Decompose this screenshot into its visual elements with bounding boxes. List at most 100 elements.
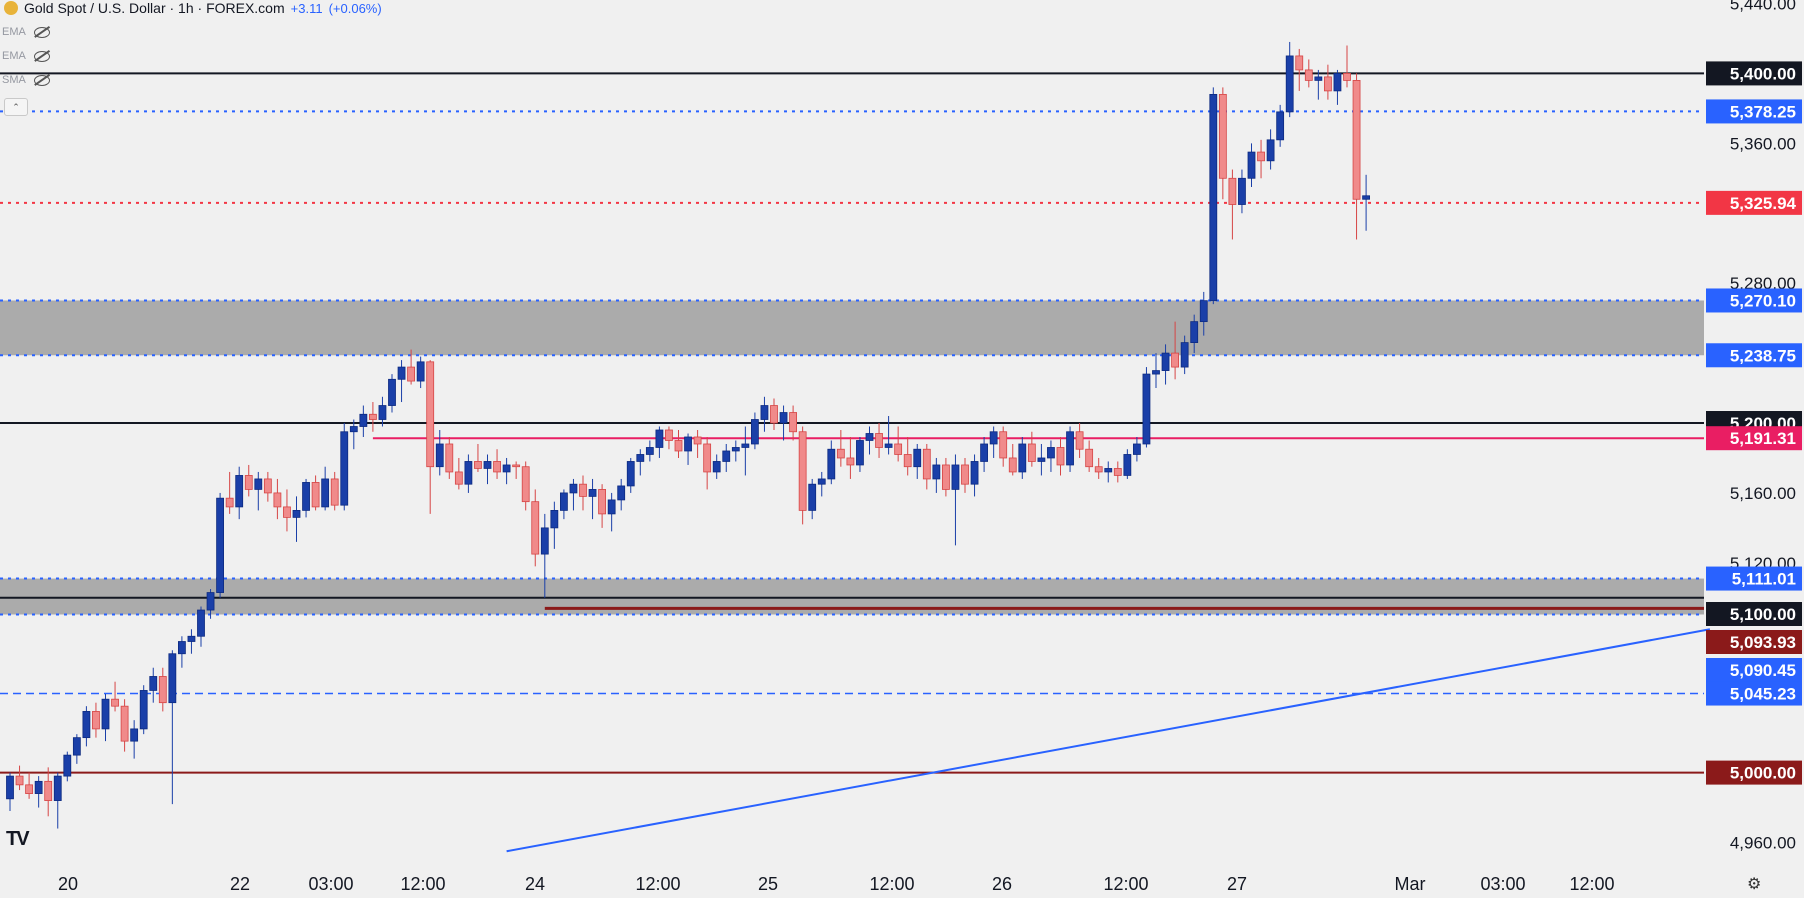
candle — [1352, 80, 1361, 200]
candle — [1075, 431, 1084, 450]
candle — [540, 527, 549, 555]
candle — [846, 457, 855, 466]
candle — [416, 361, 425, 382]
candle — [311, 482, 320, 508]
chevron-up-down-icon[interactable]: ⌃ — [4, 98, 28, 116]
candle — [894, 443, 903, 455]
price-badge-label: 5,100.00 — [1730, 605, 1796, 624]
candle — [1228, 177, 1237, 205]
candle — [798, 431, 807, 511]
candle — [1285, 55, 1294, 113]
candle — [932, 464, 941, 480]
price-badge-bg — [1706, 658, 1802, 682]
candle — [378, 405, 387, 420]
price-badge: 5,100.00 — [1706, 602, 1802, 626]
candle — [120, 705, 129, 742]
candle — [588, 489, 597, 497]
candle — [216, 497, 225, 593]
candle — [703, 443, 712, 473]
candle — [82, 711, 91, 739]
time-tick-label: 12:00 — [1569, 874, 1614, 894]
candle — [856, 440, 864, 466]
price-badge: 5,325.94 — [1706, 190, 1802, 215]
candle — [359, 413, 368, 427]
price-badge-bg — [1706, 190, 1802, 215]
candle — [235, 475, 244, 508]
symbol-title[interactable]: Gold Spot / U.S. Dollar · 1h · FOREX.com — [24, 0, 285, 16]
price-badge: 5,000.00 — [1706, 760, 1802, 785]
candle — [942, 464, 950, 490]
candle — [827, 448, 836, 480]
candle — [1333, 73, 1342, 92]
time-tick-label: 20 — [58, 874, 78, 894]
time-tick-label: 24 — [525, 874, 545, 894]
candle — [149, 676, 158, 691]
candle — [321, 478, 330, 508]
price-badge-bg — [1706, 99, 1802, 124]
candle — [225, 497, 234, 508]
candle — [388, 378, 396, 406]
price-badge-bg — [1706, 426, 1802, 451]
candle — [550, 510, 559, 529]
candle — [1199, 300, 1208, 323]
candle — [875, 433, 883, 448]
candle — [722, 450, 731, 462]
candle — [1180, 342, 1189, 368]
candle — [1056, 447, 1065, 466]
price-badge-label: 5,325.94 — [1730, 194, 1797, 213]
time-tick-label: 12:00 — [1103, 874, 1148, 894]
candle — [741, 443, 750, 448]
indicator-sma[interactable]: SMA — [2, 74, 50, 86]
candle — [273, 492, 282, 508]
price-tick-label: 5,160.00 — [1730, 484, 1796, 503]
eye-off-icon[interactable] — [33, 74, 50, 86]
time-tick-label: 27 — [1227, 874, 1247, 894]
candle — [665, 429, 673, 441]
candle — [655, 429, 664, 448]
trendline-layer — [506, 628, 1711, 853]
price-badge-label: 5,093.93 — [1730, 633, 1796, 652]
candle — [302, 482, 310, 511]
candle — [1066, 431, 1074, 466]
price-badge-label: 5,238.75 — [1730, 346, 1796, 365]
eye-off-icon[interactable] — [33, 50, 50, 62]
price-badge: 5,111.01 — [1706, 566, 1802, 591]
candle — [836, 448, 845, 459]
candle — [454, 471, 463, 485]
gear-icon[interactable]: ⚙ — [1747, 876, 1762, 893]
indicator-label: EMA — [2, 50, 26, 62]
candle — [789, 412, 797, 433]
levels-layer — [0, 72, 1704, 774]
candle — [674, 440, 683, 452]
time-tick-label: 12:00 — [869, 874, 914, 894]
indicator-ema-1[interactable]: EMA — [2, 26, 50, 38]
candle — [636, 454, 645, 462]
candle — [760, 405, 769, 420]
candle — [980, 443, 988, 462]
time-tick-label: 12:00 — [400, 874, 445, 894]
candle — [6, 775, 14, 800]
candle — [435, 443, 444, 468]
candle — [961, 464, 969, 485]
price-badge: 5,045.23 — [1706, 681, 1802, 706]
time-tick-label: 03:00 — [1480, 874, 1525, 894]
time-tick-label: 12:00 — [635, 874, 680, 894]
eye-off-icon[interactable] — [33, 26, 50, 38]
candle — [483, 461, 492, 469]
candle — [607, 499, 616, 515]
candle — [1247, 151, 1256, 179]
candle — [1209, 93, 1218, 302]
candle — [617, 485, 626, 501]
candle — [1238, 177, 1246, 205]
candle — [187, 635, 196, 642]
candle — [560, 492, 568, 511]
candle — [130, 728, 139, 742]
price-badge: 5,270.10 — [1706, 288, 1802, 313]
indicator-ema-2[interactable]: EMA — [2, 50, 50, 62]
price-tick-label: 5,280.00 — [1730, 274, 1796, 293]
candle — [970, 461, 979, 485]
candle — [1257, 151, 1265, 162]
candle — [426, 361, 435, 468]
candle — [168, 653, 177, 704]
